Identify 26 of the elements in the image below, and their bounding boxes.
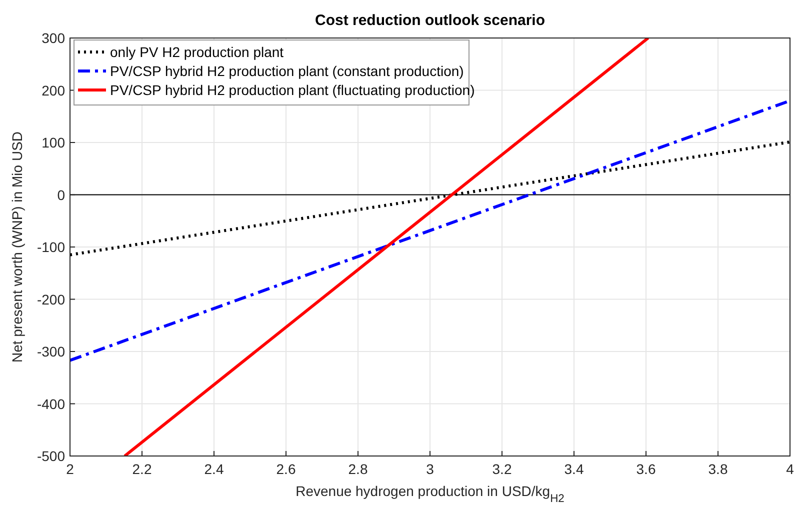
legend-label: only PV H2 production plant bbox=[110, 44, 284, 60]
x-tick-label: 2.4 bbox=[204, 461, 224, 477]
y-axis-title: Net present worth (WNP) in Mio USD bbox=[9, 131, 25, 363]
y-tick-label: -300 bbox=[36, 344, 66, 360]
x-tick-label: 2.2 bbox=[132, 461, 152, 477]
x-tick-label: 4 bbox=[786, 461, 794, 477]
y-tick-label: -200 bbox=[36, 291, 66, 308]
y-tick-label: -400 bbox=[36, 396, 66, 412]
y-tick-label: 300 bbox=[42, 30, 66, 46]
x-axis-title: Revenue hydrogen production in USD/kg$_{H2}$ bbox=[296, 483, 564, 505]
x-tick-label: 3.6 bbox=[636, 461, 656, 477]
y-tick-label: 0 bbox=[57, 186, 66, 203]
chart-title: Cost reduction outlook scenario bbox=[314, 12, 546, 29]
y-tick-label: -500 bbox=[36, 448, 66, 464]
x-tick-label: 2 bbox=[66, 461, 74, 477]
x-tick-label: 3 bbox=[426, 461, 434, 477]
legend-label: PV/CSP hybrid H2 production plant (fluctuating production) bbox=[110, 82, 475, 98]
x-tick-label: 2.8 bbox=[348, 461, 368, 477]
x-tick-label: 3.8 bbox=[708, 461, 728, 477]
legend-label: PV/CSP hybrid H2 production plant (constant production) bbox=[110, 63, 464, 79]
x-tick-label: 3.4 bbox=[564, 461, 584, 477]
y-tick-label: 100 bbox=[42, 134, 66, 150]
x-tick-label: 2.6 bbox=[276, 461, 296, 477]
y-tick-label: -100 bbox=[36, 239, 66, 255]
x-tick-label: 3.2 bbox=[492, 461, 512, 477]
y-tick-label: 200 bbox=[42, 82, 66, 98]
